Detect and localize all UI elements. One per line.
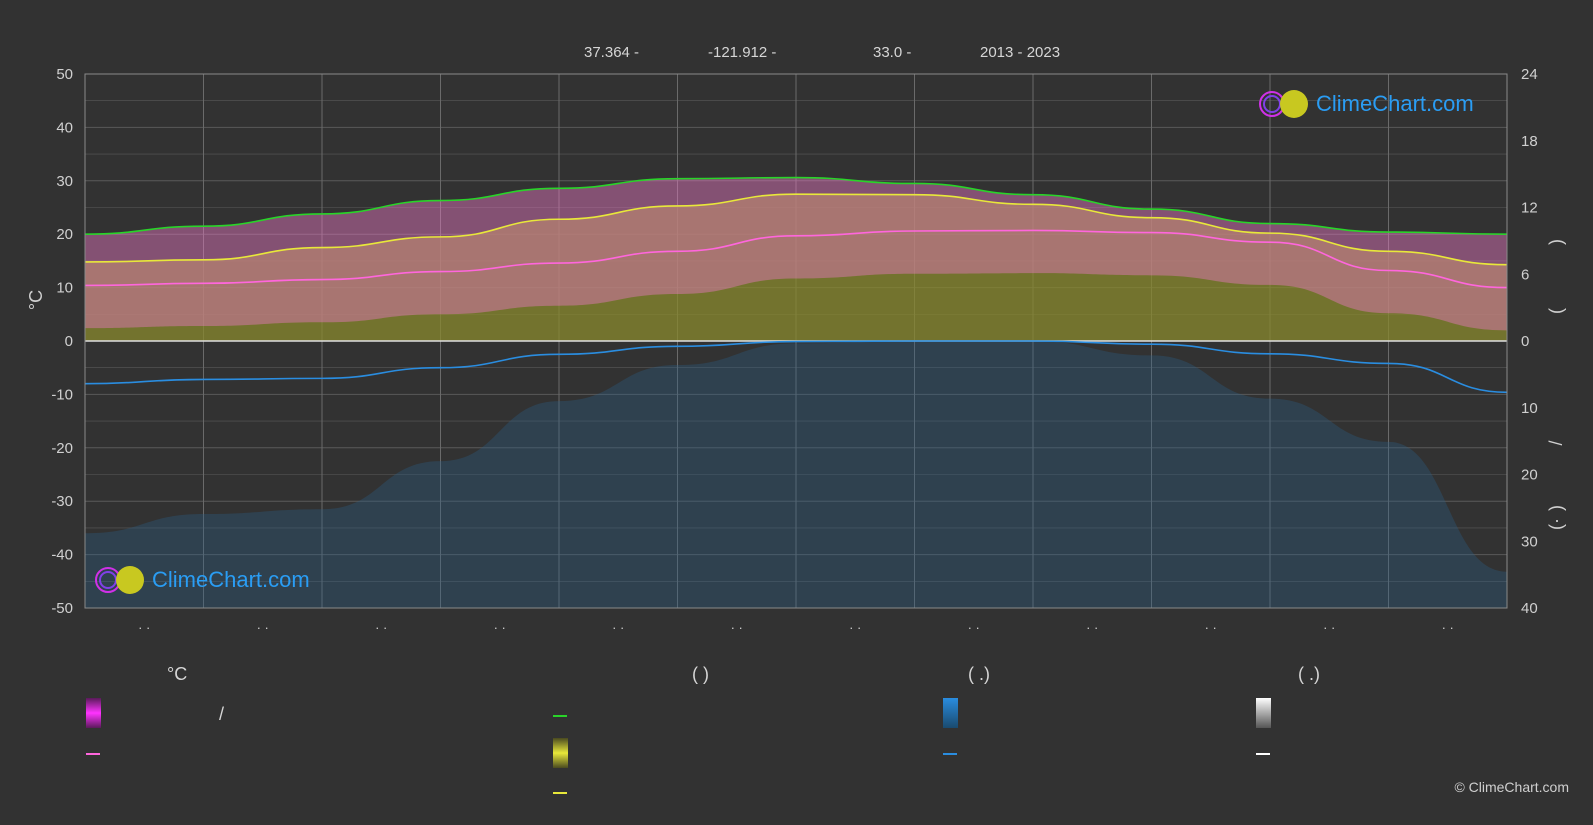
legend-temp-heading: °C xyxy=(167,664,188,684)
legend-snow-mean-swatch xyxy=(1256,753,1270,755)
legend-snow-heading: ( .) xyxy=(1298,664,1320,684)
logo-top[interactable]: ClimeChart.com xyxy=(1258,88,1474,120)
y-right-top-tick-label: 18 xyxy=(1521,133,1538,150)
x-tick-label: · · xyxy=(731,620,743,635)
y-left-tick-label: 40 xyxy=(56,119,73,136)
y-left-tick-label: -30 xyxy=(51,493,73,510)
legend-daylight-heading: ( ) xyxy=(692,664,709,684)
y-right-top-tick-label: 24 xyxy=(1521,66,1538,83)
x-tick-label: · · xyxy=(375,620,387,635)
legend-rain-mean-swatch xyxy=(943,753,957,755)
y-right-bottom-tick-label: 20 xyxy=(1521,467,1538,484)
legend-sunshine-range-swatch xyxy=(553,738,568,768)
y-left-tick-label: -40 xyxy=(51,547,73,564)
y-right-top-tick-label: 0 xyxy=(1521,333,1529,350)
x-tick-label: · · xyxy=(1086,620,1098,635)
x-tick-label: · · xyxy=(494,620,506,635)
legend-daylight-swatch xyxy=(553,715,567,717)
logo-text: ClimeChart.com xyxy=(152,567,310,592)
series-line-sunshine xyxy=(84,193,1508,266)
y-left-tick-label: 20 xyxy=(56,226,73,243)
y-right-top-tick-label: 6 xyxy=(1521,266,1529,283)
legend-sunshine-swatch xyxy=(553,792,567,794)
logo-text: ClimeChart.com xyxy=(1316,91,1474,116)
series-line-temp_mean xyxy=(84,229,1508,289)
legend-slash: / xyxy=(219,704,225,724)
plot-frame xyxy=(84,73,1508,609)
logo-icon xyxy=(95,566,144,594)
y-right-axis-glyph: / xyxy=(1546,440,1566,445)
header-longitude: -121.912 - xyxy=(708,44,777,61)
header-elevation: 33.0 - xyxy=(873,44,912,61)
y-right-bottom-tick-label: 10 xyxy=(1521,400,1538,417)
legend-temp-range-swatch xyxy=(86,698,101,728)
series-line-precip xyxy=(84,340,1508,394)
series-line-daylight xyxy=(84,176,1508,235)
legend-snow-range-swatch xyxy=(1256,698,1271,728)
y-right-axis-glyph: · xyxy=(1546,518,1566,524)
y-right-bottom-tick-label: 40 xyxy=(1521,600,1538,617)
header-latitude: 37.364 - xyxy=(584,44,640,61)
header-years: 2013 - 2023 xyxy=(980,44,1061,61)
y-left-tick-label: -20 xyxy=(51,440,73,457)
y-right-axis-glyph: ) xyxy=(1546,239,1566,245)
y-left-tick-label: -50 xyxy=(51,600,73,617)
copyright: © ClimeChart.com xyxy=(1454,779,1569,795)
y-left-tick-label: -10 xyxy=(51,386,73,403)
logo-icon xyxy=(1259,90,1308,118)
y-right-axis-glyph: ( xyxy=(1546,524,1566,530)
legend-rain-heading: ( .) xyxy=(968,664,990,684)
legend-temp-mean-swatch xyxy=(86,753,100,755)
y-right-bottom-tick-label: 30 xyxy=(1521,533,1538,550)
x-tick-label: · · xyxy=(257,620,269,635)
x-tick-label: · · xyxy=(1323,620,1335,635)
x-tick-label: · · xyxy=(1205,620,1217,635)
y-right-axis-glyph: ( xyxy=(1546,308,1566,314)
temperature-range-area xyxy=(85,177,1507,331)
x-tick-label: · · xyxy=(612,620,624,635)
y-left-axis-label: °C xyxy=(26,290,46,310)
logo-bottom[interactable]: ClimeChart.com xyxy=(94,564,310,596)
y-right-axis-glyph: ) xyxy=(1546,505,1566,511)
legend-rain-range-swatch xyxy=(943,698,958,728)
y-left-tick-label: 50 xyxy=(56,66,73,83)
y-left-tick-label: 30 xyxy=(56,173,73,190)
x-tick-label: · · xyxy=(138,620,150,635)
sunshine-area xyxy=(85,194,1507,341)
x-tick-label: · · xyxy=(849,620,861,635)
y-left-tick-label: 10 xyxy=(56,280,73,297)
x-tick-label: · · xyxy=(968,620,980,635)
precipitation-area xyxy=(85,341,1507,608)
y-right-top-tick-label: 12 xyxy=(1521,200,1538,217)
x-tick-label: · · xyxy=(1442,620,1454,635)
y-left-tick-label: 0 xyxy=(65,333,73,350)
